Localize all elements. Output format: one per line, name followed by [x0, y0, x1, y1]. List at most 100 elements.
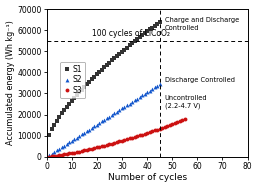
S1 [103, 66, 106, 68]
S2 [60, 146, 63, 148]
S2 [110, 114, 114, 116]
S2 [103, 119, 106, 121]
S2 [98, 122, 101, 124]
S1 [50, 128, 53, 130]
S1 [113, 57, 116, 59]
S2 [47, 154, 51, 156]
Line: S2: S2 [47, 82, 162, 157]
S2 [58, 148, 61, 150]
S3 [181, 119, 184, 122]
S2 [115, 111, 118, 113]
Text: Charge and Discharge
Controlled: Charge and Discharge Controlled [165, 17, 239, 31]
S2 [131, 101, 134, 103]
S1 [100, 68, 103, 71]
S2 [63, 145, 66, 147]
S2 [141, 94, 144, 97]
S2 [65, 143, 68, 145]
S1 [58, 116, 61, 118]
S1 [156, 23, 159, 25]
S1 [75, 94, 78, 96]
S3 [183, 118, 186, 121]
S3 [98, 146, 101, 148]
S2 [80, 133, 83, 136]
Legend: S1, S2, S3: S1, S2, S3 [60, 62, 85, 98]
S2 [83, 132, 86, 134]
S3 [80, 150, 83, 152]
S1 [60, 112, 63, 115]
S2 [153, 86, 156, 88]
S2 [85, 130, 88, 132]
S3 [168, 124, 171, 126]
S2 [78, 135, 81, 137]
S1 [138, 36, 141, 39]
S2 [133, 99, 136, 102]
S1 [125, 46, 128, 49]
S1 [68, 103, 71, 105]
S2 [53, 151, 56, 153]
S2 [123, 106, 126, 108]
Line: S3: S3 [47, 118, 187, 158]
Text: Uncontrolled
(2.2-4.7 V): Uncontrolled (2.2-4.7 V) [165, 95, 207, 109]
S2 [138, 96, 141, 98]
S1 [128, 44, 131, 47]
S1 [63, 109, 66, 111]
S2 [118, 109, 121, 111]
Y-axis label: Accumulated energy (Wh kg⁻¹): Accumulated energy (Wh kg⁻¹) [6, 20, 14, 145]
S1 [90, 78, 93, 80]
Text: 100 cycles of LiCoO₂: 100 cycles of LiCoO₂ [92, 29, 170, 38]
S1 [93, 76, 96, 78]
S1 [120, 51, 124, 53]
S2 [128, 102, 131, 105]
S1 [158, 21, 161, 23]
S1 [98, 71, 101, 73]
S2 [70, 140, 73, 142]
S1 [115, 55, 118, 57]
Line: S1: S1 [47, 20, 162, 137]
S2 [73, 138, 76, 140]
S2 [113, 112, 116, 114]
S1 [65, 106, 68, 108]
S1 [78, 91, 81, 93]
S2 [151, 88, 154, 90]
S3 [47, 155, 51, 158]
S3 [73, 151, 76, 154]
S1 [80, 88, 83, 91]
S2 [125, 104, 128, 106]
S2 [95, 124, 98, 126]
S1 [133, 40, 136, 42]
S1 [108, 62, 111, 64]
S1 [88, 81, 91, 83]
S2 [156, 84, 159, 87]
X-axis label: Number of cycles: Number of cycles [108, 174, 187, 182]
S2 [88, 128, 91, 131]
S2 [148, 89, 151, 92]
S1 [135, 38, 139, 40]
S1 [148, 28, 151, 31]
S1 [85, 83, 88, 85]
S2 [68, 141, 71, 144]
S1 [141, 34, 144, 36]
S1 [131, 42, 134, 45]
S1 [95, 73, 98, 75]
S1 [146, 30, 149, 33]
S1 [73, 97, 76, 99]
S2 [100, 120, 103, 123]
S2 [135, 98, 139, 100]
S2 [105, 117, 108, 119]
S1 [83, 86, 86, 88]
S1 [118, 53, 121, 55]
S2 [146, 91, 149, 93]
S3 [63, 153, 66, 155]
S2 [143, 93, 146, 95]
S2 [108, 115, 111, 118]
Text: Discharge Controlled: Discharge Controlled [165, 77, 235, 83]
S2 [50, 152, 53, 155]
S1 [70, 100, 73, 102]
S2 [120, 107, 124, 110]
S2 [93, 125, 96, 127]
S1 [143, 32, 146, 35]
S1 [53, 124, 56, 126]
S2 [75, 136, 78, 139]
S1 [153, 24, 156, 27]
S2 [90, 127, 93, 129]
